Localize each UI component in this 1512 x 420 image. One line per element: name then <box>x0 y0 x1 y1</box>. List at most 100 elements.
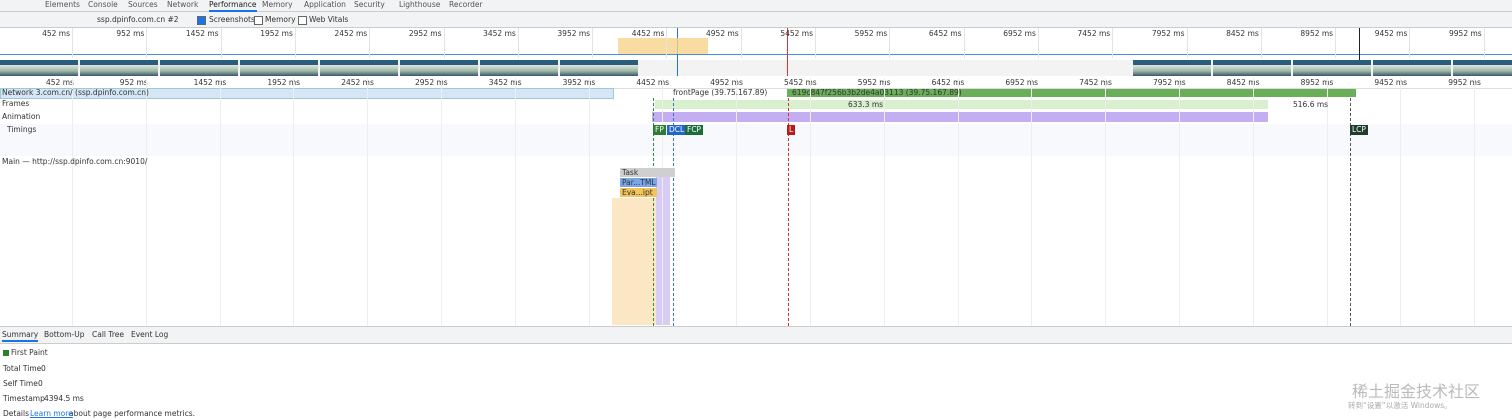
overview-grid-line <box>1037 28 1039 58</box>
screenshot <box>1133 60 1211 76</box>
ruler-tick-label: 2452 ms <box>341 78 374 87</box>
overview-tick-label: 2452 ms <box>334 29 368 38</box>
overview-grid-line <box>146 28 148 58</box>
timing-marker: L <box>787 125 796 135</box>
tab[interactable]: Lighthouse <box>399 0 441 9</box>
checkbox[interactable] <box>298 16 307 25</box>
summary-text: Timestamp <box>3 394 45 403</box>
overview-grid-line <box>517 28 519 58</box>
overview-grid-line <box>294 28 296 58</box>
grid-line <box>441 78 442 326</box>
overview-line <box>0 54 1512 55</box>
grid-line <box>588 78 590 326</box>
screenshot <box>240 60 318 76</box>
bottom-tab-bar <box>0 326 1512 344</box>
tab[interactable]: Performance <box>209 0 257 12</box>
overview-grid-line <box>220 28 222 58</box>
flame-column <box>612 198 656 325</box>
ruler-tick-label: 8452 ms <box>1226 78 1260 87</box>
tab[interactable]: Console <box>88 0 118 9</box>
overview-marker <box>787 28 788 76</box>
overview-grid-line <box>963 28 965 58</box>
checkbox-label[interactable]: Memory <box>265 15 296 24</box>
checkbox[interactable] <box>197 16 206 25</box>
ruler-tick-label: 4952 ms <box>710 78 743 87</box>
frame-label: 633.3 ms <box>848 100 884 109</box>
toolbar <box>0 12 1512 28</box>
network-label: frontPage (39.75.167.89) <box>673 88 768 97</box>
ruler-tick-label: 7452 ms <box>1079 78 1112 87</box>
overview-tick-label: 1952 ms <box>260 29 293 38</box>
screenshot <box>1213 60 1291 76</box>
tab[interactable]: Sources <box>128 0 158 9</box>
checkbox[interactable] <box>254 16 263 25</box>
ruler-tick-label: 3452 ms <box>488 78 522 87</box>
summary-text: 0 <box>41 364 46 373</box>
frames-bar <box>655 100 1268 109</box>
track-label: Frames <box>2 99 30 108</box>
overview-grid-line <box>889 28 891 58</box>
bottom-tab[interactable]: Call Tree <box>92 330 125 339</box>
tab[interactable]: Recorder <box>449 0 483 9</box>
screenshot <box>160 60 238 76</box>
track-label: Animation <box>2 112 41 121</box>
overview-grid-line <box>740 28 742 58</box>
watermark: 稀土掘金技术社区 <box>1352 382 1481 401</box>
overview-grid-line <box>1409 28 1411 58</box>
overview-activity <box>618 38 708 54</box>
grid-line <box>883 78 885 326</box>
track-label: Network 3.com.cn/ (ssp.dpinfo.com.cn) <box>2 88 149 97</box>
overview-tick-label: 2952 ms <box>408 29 442 38</box>
screenshot <box>80 60 158 76</box>
overview-grid-line <box>592 28 594 58</box>
overview-grid-line <box>1483 28 1485 58</box>
checkbox-label[interactable]: Web Vitals <box>309 15 349 24</box>
grid-line <box>1474 78 1476 326</box>
timings-track <box>0 124 1512 156</box>
ruler-tick-label: 1452 ms <box>193 78 227 87</box>
ruler-tick-label: 7952 ms <box>1153 78 1186 87</box>
target-select[interactable]: ssp.dpinfo.com.cn #2 <box>97 15 179 24</box>
timing-marker: FCP <box>685 125 704 135</box>
summary-title: First Paint <box>11 348 48 357</box>
timing-marker: DCL <box>667 125 687 135</box>
grid-line <box>219 78 221 326</box>
summary-text: 0 <box>38 379 43 388</box>
flame-event: Par...TML <box>620 178 657 187</box>
bottom-tab[interactable]: Event Log <box>131 330 169 339</box>
grid-line <box>1105 78 1107 326</box>
tab[interactable]: Network <box>167 0 199 9</box>
screenshot <box>1373 60 1451 76</box>
summary-text: Self Time <box>3 379 38 388</box>
tab-bar <box>0 0 1512 12</box>
screenshot <box>0 60 78 76</box>
tab[interactable]: Security <box>354 0 385 9</box>
screenshot <box>320 60 398 76</box>
tab[interactable]: Application <box>304 0 346 9</box>
ruler-tick-label: 9952 ms <box>1448 78 1481 87</box>
frame-label: 516.6 ms <box>1293 100 1329 109</box>
overview-tick-label: 9952 ms <box>1449 29 1482 38</box>
link[interactable]: Learn more <box>30 409 73 418</box>
marker-line <box>788 98 789 326</box>
bottom-tab[interactable]: Bottom-Up <box>44 330 85 339</box>
ruler-tick-label: 5952 ms <box>857 78 891 87</box>
ruler-tick-label: 4452 ms <box>636 78 670 87</box>
grid-line <box>662 78 664 326</box>
ruler-tick-label: 2952 ms <box>415 78 448 87</box>
tab[interactable]: Memory <box>262 0 293 9</box>
ruler-tick-label: 8952 ms <box>1300 78 1334 87</box>
grid-line <box>72 78 73 326</box>
network-bar <box>787 89 1356 97</box>
overview-grid-line <box>1112 28 1114 58</box>
bottom-tab[interactable]: Summary <box>2 330 39 342</box>
network-label: 619c847f256b3b2de4a03113 (39.75.167.89) <box>792 88 962 97</box>
overview-grid-line <box>1186 28 1188 58</box>
tab[interactable]: Elements <box>45 0 80 9</box>
overview-tick-label: 4452 ms <box>631 29 665 38</box>
grid-line <box>1252 78 1254 326</box>
checkbox-label[interactable]: Screenshots <box>209 15 255 24</box>
overview-grid-line <box>666 28 668 58</box>
screenshot <box>1293 60 1371 76</box>
overview-tick-label: 3452 ms <box>483 29 516 38</box>
